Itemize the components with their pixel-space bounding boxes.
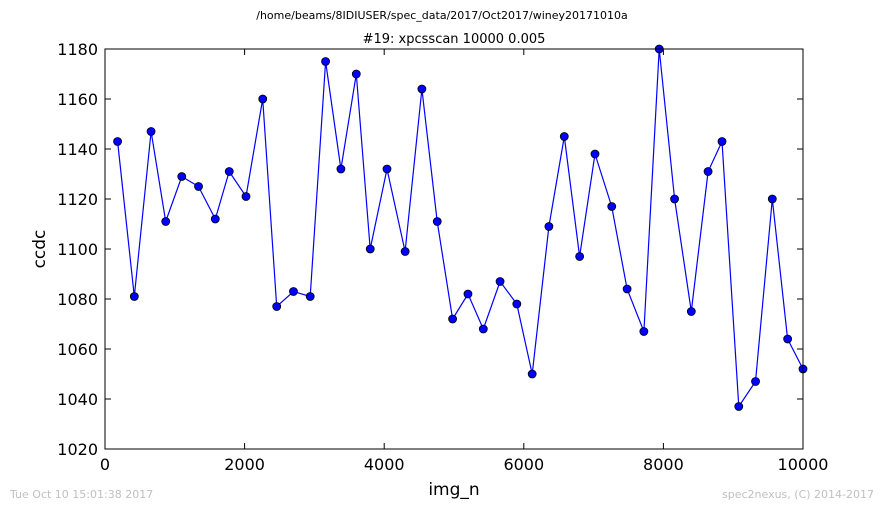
data-point	[336, 164, 346, 174]
data-point	[478, 324, 488, 334]
data-point	[194, 182, 203, 191]
footer-credit: spec2nexus, (C) 2014-2017	[722, 488, 874, 501]
data-point	[544, 222, 554, 231]
data-point	[590, 149, 600, 159]
data-point	[751, 377, 760, 386]
data-point	[417, 84, 427, 94]
data-point	[686, 307, 696, 316]
data-point	[639, 327, 649, 336]
data-point	[258, 94, 268, 104]
x-tick-label: 6000	[503, 455, 544, 474]
data-point	[734, 402, 744, 411]
data-point	[575, 252, 585, 261]
data-point	[177, 172, 187, 181]
data-point	[527, 369, 537, 379]
footer-timestamp: Tue Oct 10 15:01:38 2017	[9, 488, 153, 501]
data-point	[717, 137, 727, 146]
y-tick-label: 1160	[57, 90, 98, 109]
data-point	[495, 277, 505, 286]
data-point	[241, 192, 251, 201]
data-point	[129, 292, 139, 301]
data-point	[670, 194, 679, 204]
y-tick-label: 1060	[57, 340, 98, 359]
y-tick-label: 1140	[57, 140, 98, 159]
data-point	[559, 132, 569, 141]
data-point	[210, 214, 220, 224]
data-point	[703, 167, 713, 176]
x-axis-label: img_n	[428, 480, 479, 500]
y-tick-label: 1020	[57, 440, 98, 459]
y-tick-label: 1080	[57, 290, 98, 309]
data-point	[767, 194, 777, 204]
data-point	[432, 217, 442, 226]
y-tick-label: 1120	[57, 190, 98, 209]
chart-title: #19: xpcsscan 10000 0.005	[363, 32, 546, 47]
y-tick-label: 1040	[57, 390, 98, 409]
x-tick-label: 4000	[364, 455, 405, 474]
x-tick-label: 10000	[778, 455, 829, 474]
data-point	[382, 164, 392, 174]
axes-frame	[104, 48, 804, 450]
x-tick-label: 0	[100, 455, 110, 474]
data-point	[607, 202, 617, 211]
data-point	[289, 287, 298, 296]
data-point	[622, 284, 632, 294]
data-point	[783, 334, 793, 344]
data-point	[224, 167, 234, 176]
plot-area: 0 2000 4000 6000 8000 10000 1020 1040 1060 1080 11…	[57, 40, 828, 474]
data-point	[272, 302, 282, 311]
data-point	[512, 299, 522, 309]
x-tick-label: 8000	[643, 455, 684, 474]
data-point	[321, 57, 330, 66]
x-tick-label: 2000	[224, 455, 265, 474]
series-line	[117, 48, 804, 409]
y-tick-label: 1100	[57, 240, 98, 259]
data-point	[463, 289, 473, 299]
data-point	[146, 127, 156, 136]
y-axis-label: ccdc	[30, 230, 50, 269]
data-point	[351, 69, 361, 79]
data-point	[161, 217, 171, 226]
data-point	[305, 292, 315, 301]
data-point	[400, 247, 410, 256]
data-point	[365, 244, 375, 254]
figure-suptitle: /home/beams/8IDIUSER/spec_data/2017/Oct2…	[256, 9, 628, 22]
y-tick-label: 1180	[57, 40, 98, 59]
data-point	[448, 314, 458, 324]
data-point	[113, 137, 122, 146]
